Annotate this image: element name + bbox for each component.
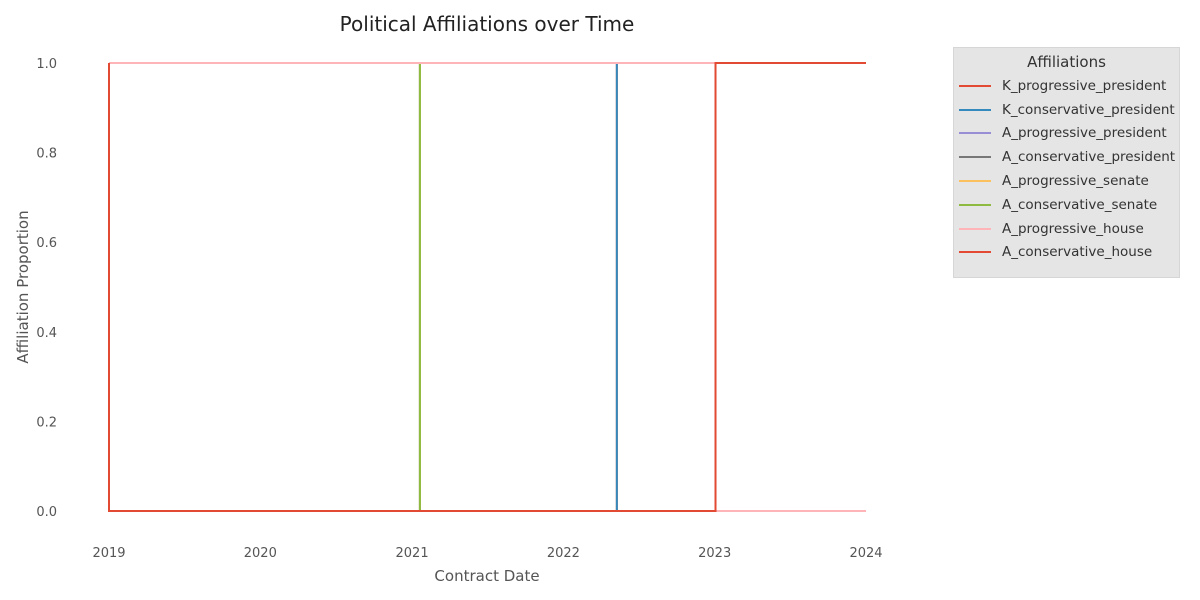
legend-item-k-conservative-president: K_conservative_president	[954, 98, 1179, 122]
series-line-a-progressive-senate	[109, 62, 866, 512]
x-tick-label: 2020	[244, 546, 277, 561]
legend-label: A_conservative_house	[1002, 244, 1153, 261]
plot-area	[108, 62, 866, 512]
legend-swatch	[959, 227, 991, 230]
legend-item-a-progressive-president: A_progressive_president	[954, 122, 1179, 146]
y-tick-label: 0.8	[36, 147, 57, 162]
legend-label: K_progressive_president	[1002, 77, 1167, 94]
legend-label: A_conservative_president	[1002, 149, 1176, 166]
x-tick-label: 2019	[92, 546, 125, 561]
legend-title: Affiliations	[1027, 53, 1106, 71]
series-line-a-progressive-president	[109, 62, 866, 512]
legend-items: K_progressive_president K_conservative_pr…	[954, 74, 1179, 264]
legend-swatch	[959, 132, 991, 135]
series-line-k-progressive-president	[109, 62, 866, 512]
y-tick-label: 0.0	[36, 505, 57, 520]
series-line-k-conservative-president	[109, 62, 866, 512]
x-axis-label: Contract Date	[434, 567, 539, 585]
chart-title: Political Affiliations over Time	[340, 12, 635, 36]
series-line-a-conservative-president	[109, 62, 866, 512]
legend-swatch	[959, 84, 991, 87]
series-line-a-conservative-house	[108, 62, 866, 512]
legend-item-a-conservative-house: A_conservative_house	[954, 241, 1179, 265]
legend-label: A_progressive_house	[1002, 220, 1144, 237]
x-axis-ticks: 2019 2020 2021 2022 2023 2024	[92, 546, 882, 561]
y-axis-label: Affiliation Proportion	[14, 210, 32, 363]
legend-item-k-progressive-president: K_progressive_president	[954, 74, 1179, 98]
legend: Affiliations K_progressive_president K_co…	[953, 47, 1180, 278]
series-line-a-conservative-senate	[109, 62, 866, 512]
legend-swatch	[959, 203, 991, 206]
legend-item-a-conservative-senate: A_conservative_senate	[954, 193, 1179, 217]
x-tick-label: 2023	[698, 546, 731, 561]
legend-swatch	[959, 108, 991, 111]
legend-label: A_conservative_senate	[1002, 196, 1158, 213]
series-line-a-progressive-house	[109, 62, 866, 512]
y-axis-ticks: 0.0 0.2 0.4 0.6 0.8 1.0	[36, 57, 57, 520]
legend-swatch	[959, 251, 991, 254]
y-tick-label: 0.4	[36, 326, 57, 341]
legend-label: K_conservative_president	[1002, 101, 1175, 118]
legend-swatch	[959, 180, 991, 183]
x-tick-label: 2021	[396, 546, 429, 561]
x-tick-label: 2024	[849, 546, 882, 561]
legend-item-a-progressive-house: A_progressive_house	[954, 217, 1179, 241]
legend-item-a-conservative-president: A_conservative_president	[954, 145, 1179, 169]
x-tick-label: 2022	[547, 546, 580, 561]
y-tick-label: 0.2	[36, 415, 57, 430]
legend-swatch	[959, 156, 991, 159]
legend-item-a-progressive-senate: A_progressive_senate	[954, 169, 1179, 193]
y-tick-label: 1.0	[36, 57, 57, 72]
legend-label: A_progressive_senate	[1002, 173, 1149, 190]
y-tick-label: 0.6	[36, 236, 57, 251]
legend-label: A_progressive_president	[1002, 125, 1167, 142]
